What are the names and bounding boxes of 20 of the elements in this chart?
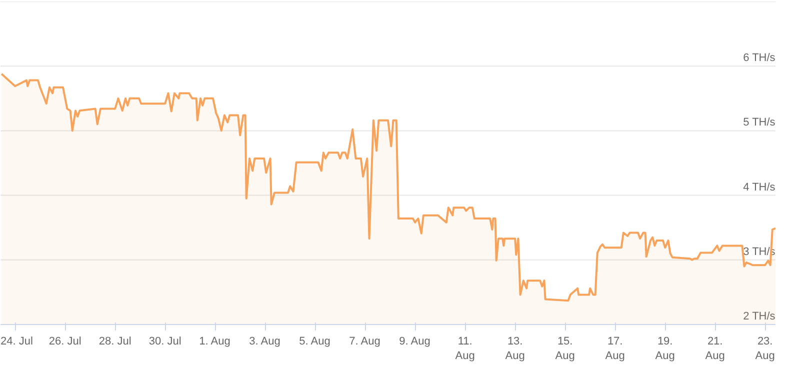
y-tick-label: 4 TH/s xyxy=(743,181,776,194)
x-tick-label: 24. Jul xyxy=(0,336,33,348)
x-tick-label: 17. Aug xyxy=(605,336,625,362)
x-tick-label: 1. Aug xyxy=(199,336,230,348)
x-tick-label: 19. Aug xyxy=(655,336,675,362)
x-tick-label: 11. Aug xyxy=(455,336,475,362)
x-tick-label: 23. Aug xyxy=(755,336,775,362)
y-tick-label: 6 TH/s xyxy=(743,52,776,64)
x-tick-label: 15. Aug xyxy=(555,336,575,362)
x-tick-label: 26. Jul xyxy=(48,336,82,348)
x-tick-label: 9. Aug xyxy=(399,336,430,348)
x-tick-label: 28. Jul xyxy=(98,336,132,348)
x-tick-label: 5. Aug xyxy=(299,336,330,348)
y-tick-label: 2 TH/s xyxy=(743,310,776,322)
y-tick-label: 5 TH/s xyxy=(743,116,776,129)
x-tick-label: 21. Aug xyxy=(705,336,725,362)
x-tick-label: 3. Aug xyxy=(249,336,280,348)
x-tick-label: 30. Jul xyxy=(148,336,182,348)
x-tick-label: 7. Aug xyxy=(349,336,380,348)
x-tick-label: 13. Aug xyxy=(505,336,525,362)
